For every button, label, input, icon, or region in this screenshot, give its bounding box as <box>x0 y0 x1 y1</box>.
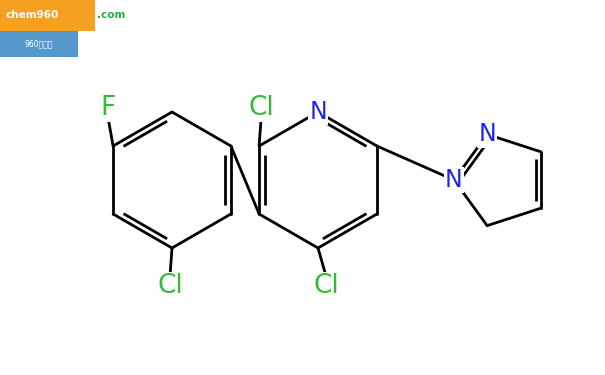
Text: Cl: Cl <box>248 95 274 121</box>
FancyBboxPatch shape <box>0 0 95 31</box>
Text: Cl: Cl <box>313 273 339 299</box>
Text: N: N <box>445 168 463 192</box>
Text: N: N <box>309 100 327 124</box>
Text: N: N <box>479 122 496 146</box>
FancyBboxPatch shape <box>0 31 78 57</box>
Text: chem960: chem960 <box>6 10 59 21</box>
Text: .com: .com <box>97 10 125 21</box>
Text: Cl: Cl <box>157 273 183 299</box>
Text: F: F <box>100 95 116 121</box>
Text: 960化工网: 960化工网 <box>25 39 53 48</box>
